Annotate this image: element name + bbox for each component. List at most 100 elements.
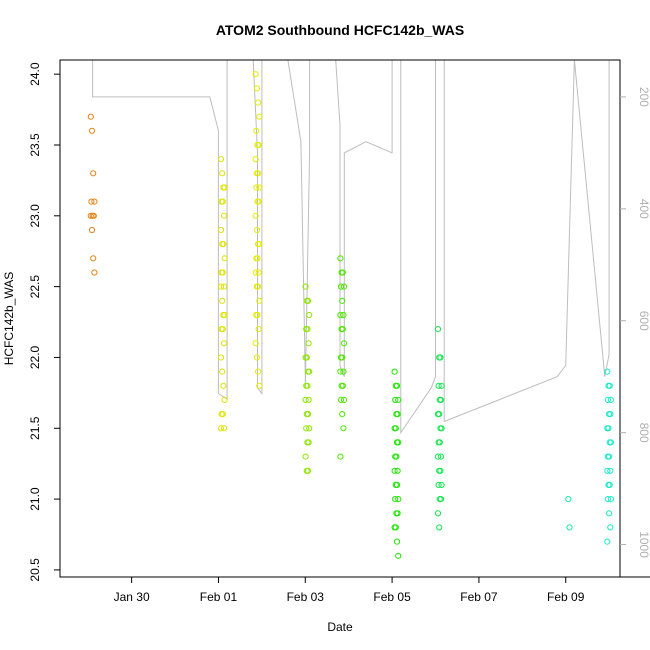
data-point [392,396,399,403]
x-axis: Jan 30 Feb 01 Feb 03 Feb 05 Feb 07 Feb 09 [114,576,650,604]
data-point [604,538,611,545]
data-point [392,496,399,503]
data-point [337,283,345,290]
data-point [255,326,262,333]
data-point [438,425,445,432]
data-point [219,326,226,333]
data-point [87,212,94,219]
data-point [217,156,225,163]
data-point [606,382,613,389]
y-axis-label: HCFC142b_WAS [2,272,16,366]
data-point [340,311,347,319]
data-point [393,382,401,389]
x-tick-label: Feb 09 [547,590,585,604]
data-point [339,269,346,276]
data-point [219,269,226,276]
data-points-layer [87,71,615,559]
data-point [256,184,263,191]
data-point [337,396,345,403]
data-point [220,212,228,219]
data-point [254,311,261,319]
series-7 [565,496,573,531]
series-5 [391,368,402,559]
data-point [337,368,344,375]
data-point [88,127,96,134]
data-point [391,467,398,474]
data-point [304,411,312,418]
data-point [438,481,445,488]
data-point [253,226,260,234]
y-tick-label: 20.5 [28,558,42,582]
data-point [302,453,309,460]
data-point [217,283,225,290]
chart-title: ATOM2 Southbound HCFC142b_WAS [216,22,464,38]
data-point [304,326,311,333]
secondary-y-axis: 200 400 600 800 1000 [620,87,650,558]
data-point [254,255,261,262]
data-point [434,326,442,333]
data-point [252,212,259,219]
data-point [435,481,442,488]
data-point [606,481,613,488]
data-point [434,510,442,517]
data-point [90,170,97,177]
data-point [392,425,399,432]
data-point [220,340,228,347]
data-point [87,113,94,120]
data-point [340,283,348,290]
data-point [255,198,262,205]
series-4 [337,255,348,460]
data-point [340,425,347,432]
data-point [436,439,443,446]
data-point [253,127,260,134]
data-point [255,368,262,375]
right-y-tick-label: 600 [637,311,650,331]
data-point [306,311,313,319]
data-point [340,368,347,375]
data-point [302,283,309,290]
data-point [219,170,226,177]
data-point [255,141,262,149]
data-point [337,453,344,460]
data-point [566,524,573,531]
data-point [302,396,309,403]
data-point [395,439,402,446]
y-axis: 20.5 21.0 21.5 22.0 22.5 23.0 23.5 24.0 [28,62,60,582]
data-point [217,354,225,361]
data-point [303,354,310,361]
data-point [303,425,310,432]
y-tick-label: 23.5 [28,133,42,157]
data-point [395,496,402,503]
data-point [253,354,260,361]
data-point [339,297,346,304]
series-2 [252,71,263,389]
data-point [305,396,312,403]
data-point [605,425,612,432]
data-point [393,453,400,460]
y-tick-label: 21.5 [28,416,42,440]
altitude-trace-line [92,60,610,435]
data-point [304,297,312,304]
data-point [256,241,263,248]
data-point [393,481,401,488]
data-point [305,439,312,446]
data-point [219,411,226,418]
data-point [90,212,97,219]
data-point [255,170,262,177]
x-tick-label: Feb 03 [287,590,325,604]
y-tick-label: 24.0 [28,62,42,86]
data-point [221,396,228,403]
data-point [340,396,348,403]
data-point [220,425,228,432]
data-point [437,354,444,361]
right-y-tick-label: 200 [637,87,650,107]
data-point [394,467,401,474]
data-point [91,198,98,205]
y-tick-label: 22.5 [28,275,42,299]
data-point [88,226,96,234]
data-point [434,453,442,460]
data-point [253,184,260,191]
data-point [393,538,401,545]
data-point [565,496,572,503]
data-point [438,382,445,389]
